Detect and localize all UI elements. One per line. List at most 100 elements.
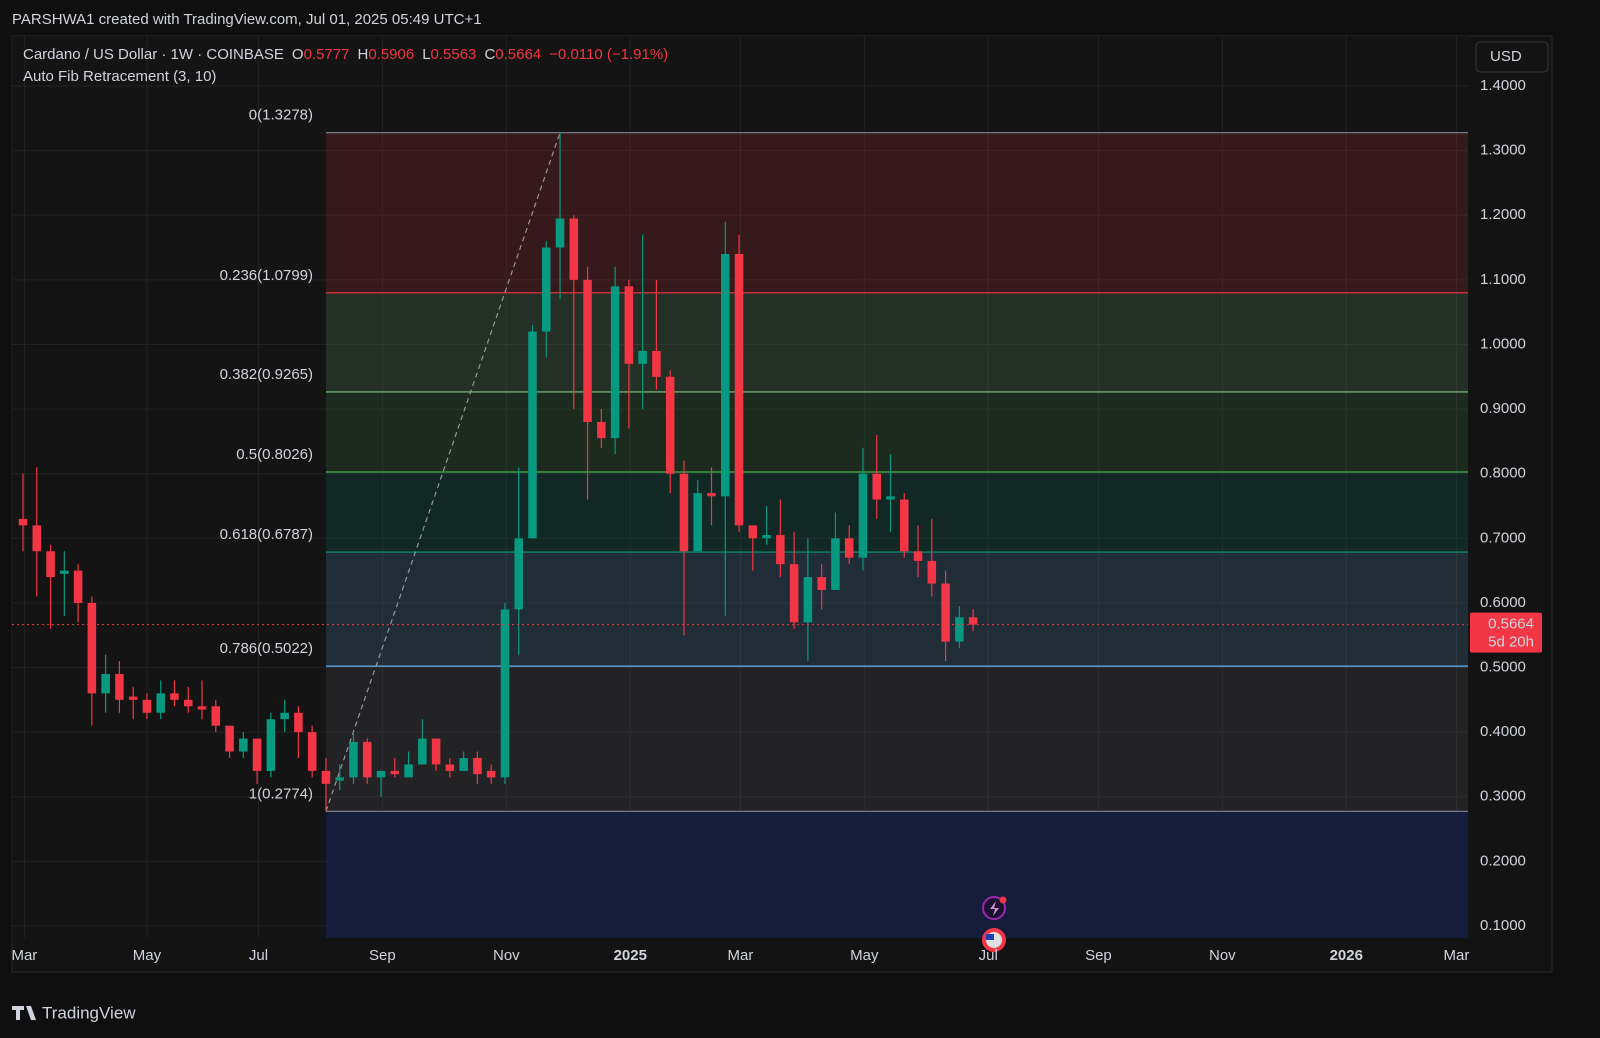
candle-body xyxy=(376,770,386,778)
fib-label: 0.236(1.0799) xyxy=(220,267,313,284)
candle-body xyxy=(665,376,675,474)
candle-body xyxy=(486,770,496,778)
fib-zone xyxy=(325,391,1469,473)
candle-body xyxy=(528,331,537,539)
candle-body xyxy=(473,757,482,775)
candle-body xyxy=(390,770,400,775)
currency-button[interactable] xyxy=(1475,41,1549,73)
indicator-label: Auto Fib Retracement (3, 10) xyxy=(23,68,216,85)
y-tick-label: 1.3000 xyxy=(1480,142,1526,159)
candle-body xyxy=(404,764,413,778)
fib-zone xyxy=(325,666,1469,812)
candle-body xyxy=(294,712,303,733)
candle-body xyxy=(101,673,110,694)
symbol-title: Cardano / US Dollar · 1W · COINBASE xyxy=(23,46,284,63)
x-tick-label: Jul xyxy=(249,947,268,964)
candle-body xyxy=(307,732,317,771)
candle-body xyxy=(459,757,468,771)
candle-body xyxy=(610,286,620,439)
y-tick-label: 0.7000 xyxy=(1480,529,1526,546)
candle-body xyxy=(831,538,840,590)
fib-trend-line xyxy=(325,132,561,812)
x-tick-label: Nov xyxy=(1209,947,1236,964)
candle-body xyxy=(321,770,331,784)
price-change: −0.0110 (−1.91%) xyxy=(549,46,668,63)
x-tick-label: Mar xyxy=(1444,947,1470,964)
fib-extension-zone xyxy=(325,811,1469,938)
candle-body xyxy=(652,350,661,377)
candle-body xyxy=(115,673,124,700)
candle-body xyxy=(789,564,799,623)
candle-body xyxy=(748,525,758,539)
attribution: PARSHWA1 created with TradingView.com, J… xyxy=(12,11,482,28)
candle-body xyxy=(858,473,868,558)
candle-body xyxy=(555,218,565,248)
fib-zone xyxy=(325,552,1469,667)
candle-body xyxy=(693,493,702,552)
candle-body xyxy=(280,712,289,720)
x-tick-label: 2026 xyxy=(1330,947,1363,964)
x-tick-label: Sep xyxy=(369,947,396,964)
y-tick-label: 1.4000 xyxy=(1480,77,1526,94)
y-tick-label: 1.0000 xyxy=(1480,335,1526,352)
y-tick-label: 0.2000 xyxy=(1480,852,1526,869)
fib-label: 0.5(0.8026) xyxy=(236,446,313,463)
legend: Cardano / US Dollar · 1W · COINBASE O0.57… xyxy=(23,46,668,63)
candle-body xyxy=(583,279,592,422)
candle-body xyxy=(913,551,923,561)
candle-body xyxy=(362,741,372,778)
event-glyph xyxy=(990,901,999,916)
fib-zone xyxy=(325,132,1469,293)
y-tick-label: 0.3000 xyxy=(1480,788,1526,805)
candle-body xyxy=(514,538,523,610)
candle-body xyxy=(87,602,97,694)
ohlc-value: 0.5906 xyxy=(368,46,414,63)
candle-body xyxy=(624,286,634,364)
candle-body xyxy=(225,725,234,752)
event-dot xyxy=(999,896,1007,904)
candle-body xyxy=(803,577,813,623)
candle-body xyxy=(968,617,978,625)
ohlc-key: C xyxy=(484,46,495,63)
candle-body xyxy=(762,535,771,539)
candle-body xyxy=(156,693,165,713)
last-price: 0.5664 xyxy=(1488,616,1534,633)
candle-body xyxy=(927,560,937,584)
candle-body xyxy=(128,696,138,700)
y-tick-label: 0.1000 xyxy=(1480,917,1526,934)
candle-body xyxy=(844,538,854,558)
candle-body xyxy=(776,535,785,565)
y-tick-label: 0.6000 xyxy=(1480,594,1526,611)
x-tick-label: Mar xyxy=(11,947,37,964)
y-tick-label: 0.8000 xyxy=(1480,465,1526,482)
candle-body xyxy=(60,570,69,574)
candle-body xyxy=(183,699,193,707)
candle-body xyxy=(445,764,455,771)
legend-line: Cardano / US Dollar · 1W · COINBASE O0.57… xyxy=(23,46,668,63)
candle-body xyxy=(18,518,28,526)
candle-body xyxy=(418,738,427,765)
fib-label: 0.786(0.5022) xyxy=(220,640,313,657)
x-tick-label: Sep xyxy=(1085,947,1112,964)
event-flag-canton xyxy=(986,934,994,940)
ohlc-key: L xyxy=(422,46,430,63)
y-tick-label: 0.4000 xyxy=(1480,723,1526,740)
y-tick-label: 1.1000 xyxy=(1480,271,1526,288)
x-tick-label: Jul xyxy=(979,947,998,964)
candle-body xyxy=(197,706,207,710)
fib-label: 0.382(0.9265) xyxy=(220,366,313,383)
candle-body xyxy=(955,617,964,642)
brand-logo xyxy=(12,1006,36,1020)
candle-body xyxy=(707,493,716,497)
candle-body xyxy=(734,254,744,526)
candle-body xyxy=(638,350,647,364)
x-tick-label: May xyxy=(133,947,162,964)
candle-body xyxy=(170,693,179,700)
candle-body xyxy=(252,738,262,771)
candle-body xyxy=(541,247,551,332)
countdown: 5d 20h xyxy=(1488,634,1534,651)
candle-body xyxy=(142,699,152,713)
currency: USD xyxy=(1490,48,1522,65)
ohlc-key: H xyxy=(357,46,368,63)
